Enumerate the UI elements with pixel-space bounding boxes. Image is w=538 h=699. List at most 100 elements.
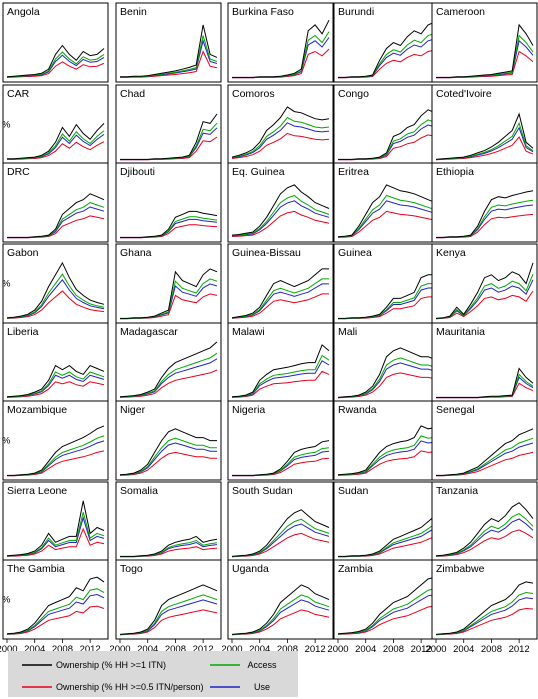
- panel-title: Senegal: [436, 404, 475, 416]
- panel-angola: Angola: [2, 2, 109, 83]
- series-line-ownership-1: [338, 274, 435, 319]
- panel-title: Niger: [120, 404, 146, 416]
- panel-kenya: Kenya: [431, 243, 538, 324]
- x-tick-label: 2008: [165, 644, 186, 655]
- x-tick-label: 2012: [411, 644, 432, 655]
- panel-mali: Mali: [333, 322, 440, 403]
- series-line-ownership-1: [232, 440, 330, 476]
- series-line-ownership-05: [6, 527, 105, 557]
- x-tick-label: 2000: [327, 644, 348, 655]
- panel-title: Mali: [338, 326, 357, 338]
- series-line-ownership-1: [436, 190, 534, 238]
- panel-zimbabwe: Zimbabwe: [431, 559, 538, 640]
- panel-title: Congo: [338, 88, 369, 100]
- panel-chad: Chad: [115, 84, 222, 165]
- series-line-ownership-05: [6, 381, 105, 398]
- series-line-ownership-1: [231, 184, 330, 236]
- series-line-ownership-05: [6, 61, 105, 78]
- panel-niger: Niger: [115, 400, 222, 481]
- series-line-ownership-05: [231, 132, 330, 159]
- panel-comoros: Comoros: [227, 84, 334, 165]
- panel-title: Benin: [120, 6, 147, 18]
- panel-title: Malawi: [232, 326, 265, 338]
- series-line-access: [6, 371, 105, 398]
- panel-title: Ghana: [120, 247, 152, 259]
- x-tick-label: 2008: [52, 644, 73, 655]
- axis-labels: %%%2000200420082012%20002004200820122000…: [0, 120, 530, 656]
- series-line-access: [6, 51, 105, 78]
- series-line-ownership-05: [231, 370, 330, 398]
- y-axis-label: %: [2, 120, 11, 131]
- panel-title: South Sudan: [232, 485, 293, 497]
- series-line-ownership-1: [119, 584, 218, 635]
- series-line-ownership-1: [435, 502, 534, 557]
- x-tick-label: 2004: [24, 644, 45, 655]
- panel-mozambique: Mozambique: [2, 400, 109, 481]
- panel-burkina-faso: Burkina Faso: [227, 2, 334, 83]
- panel-malawi: Malawi: [227, 322, 334, 403]
- series-line-ownership-05: [6, 290, 105, 319]
- panel-title: Nigeria: [232, 404, 265, 416]
- panel-title: Burkina Faso: [232, 6, 294, 18]
- panel-title: Madagascar: [120, 326, 178, 338]
- legend: Ownership (% HH >=1 ITN) Ownership (% HH…: [8, 651, 298, 697]
- series-line-ownership-1: [231, 344, 330, 398]
- panel-title: Mauritania: [436, 326, 485, 338]
- panel-title: Zimbabwe: [436, 563, 485, 575]
- series-line-ownership-1: [337, 576, 436, 635]
- panel-car: CAR: [2, 84, 109, 165]
- panel-title: Gabon: [7, 247, 39, 259]
- panel-title: Liberia: [7, 326, 39, 338]
- series-line-ownership-1: [6, 44, 105, 78]
- panel-tanzania: Tanzania: [431, 481, 538, 562]
- x-tick-label: 2012: [509, 644, 530, 655]
- panel-title: Sudan: [338, 485, 369, 497]
- series-line-use: [231, 122, 330, 159]
- series-line-ownership-05: [337, 605, 436, 635]
- series-line-access: [231, 354, 330, 398]
- series-line-ownership-05: [6, 605, 105, 635]
- panel-title: Uganda: [232, 563, 269, 575]
- series-line-access: [119, 352, 218, 398]
- legend-label-ownership-05: Ownership (% HH >=0.5 ITN/person): [56, 682, 204, 692]
- series-line-ownership-1: [337, 347, 436, 398]
- series-line-ownership-1: [6, 261, 105, 319]
- series-line-ownership-05: [337, 450, 436, 476]
- x-tick-label: 2000: [109, 644, 130, 655]
- legend-label-access: Access: [247, 660, 277, 670]
- x-tick-label: 2008: [277, 644, 298, 655]
- series-line-ownership-1: [120, 210, 218, 238]
- x-tick-label: 2008: [383, 644, 404, 655]
- panel-djibouti: Djibouti: [115, 162, 222, 243]
- panel-eq-guinea: Eq. Guinea: [227, 162, 334, 243]
- panel-guinea: Guinea: [333, 243, 440, 324]
- legend-label-ownership-1: Ownership (% HH >=1 ITN): [56, 660, 166, 670]
- panel-benin: Benin: [115, 2, 222, 83]
- panel-coted-ivoire: Coted'Ivoire: [431, 84, 538, 165]
- series-line-access: [435, 274, 534, 319]
- series-line-ownership-1: [436, 23, 534, 78]
- panel-title: Tanzania: [436, 485, 478, 497]
- series-line-ownership-1: [7, 425, 105, 476]
- series-line-access: [231, 116, 330, 159]
- series-line-access: [6, 512, 105, 557]
- panel-frame: [227, 559, 334, 640]
- panel-title: Comoros: [232, 88, 275, 100]
- series-line-ownership-1: [435, 581, 534, 635]
- panel-frame: [227, 84, 334, 165]
- series-line-ownership-05: [435, 529, 534, 557]
- panel-the-gambia: The Gambia: [2, 559, 109, 640]
- series-line-ownership-1: [231, 106, 330, 158]
- panel-mauritania: Mauritania: [431, 322, 538, 403]
- series-line-ownership-1: [337, 184, 436, 238]
- series-line-ownership-1: [435, 112, 534, 160]
- panel-ethiopia: Ethiopia: [431, 162, 538, 243]
- series-line-ownership-1: [7, 193, 105, 238]
- series-line-ownership-1: [120, 268, 218, 319]
- series-line-ownership-1: [338, 515, 436, 557]
- panel-liberia: Liberia: [2, 322, 109, 403]
- panel-rwanda: Rwanda: [333, 400, 440, 481]
- series-line-ownership-05: [231, 293, 329, 319]
- series-line-ownership-1: [436, 367, 534, 398]
- series-line-ownership-1: [338, 21, 436, 78]
